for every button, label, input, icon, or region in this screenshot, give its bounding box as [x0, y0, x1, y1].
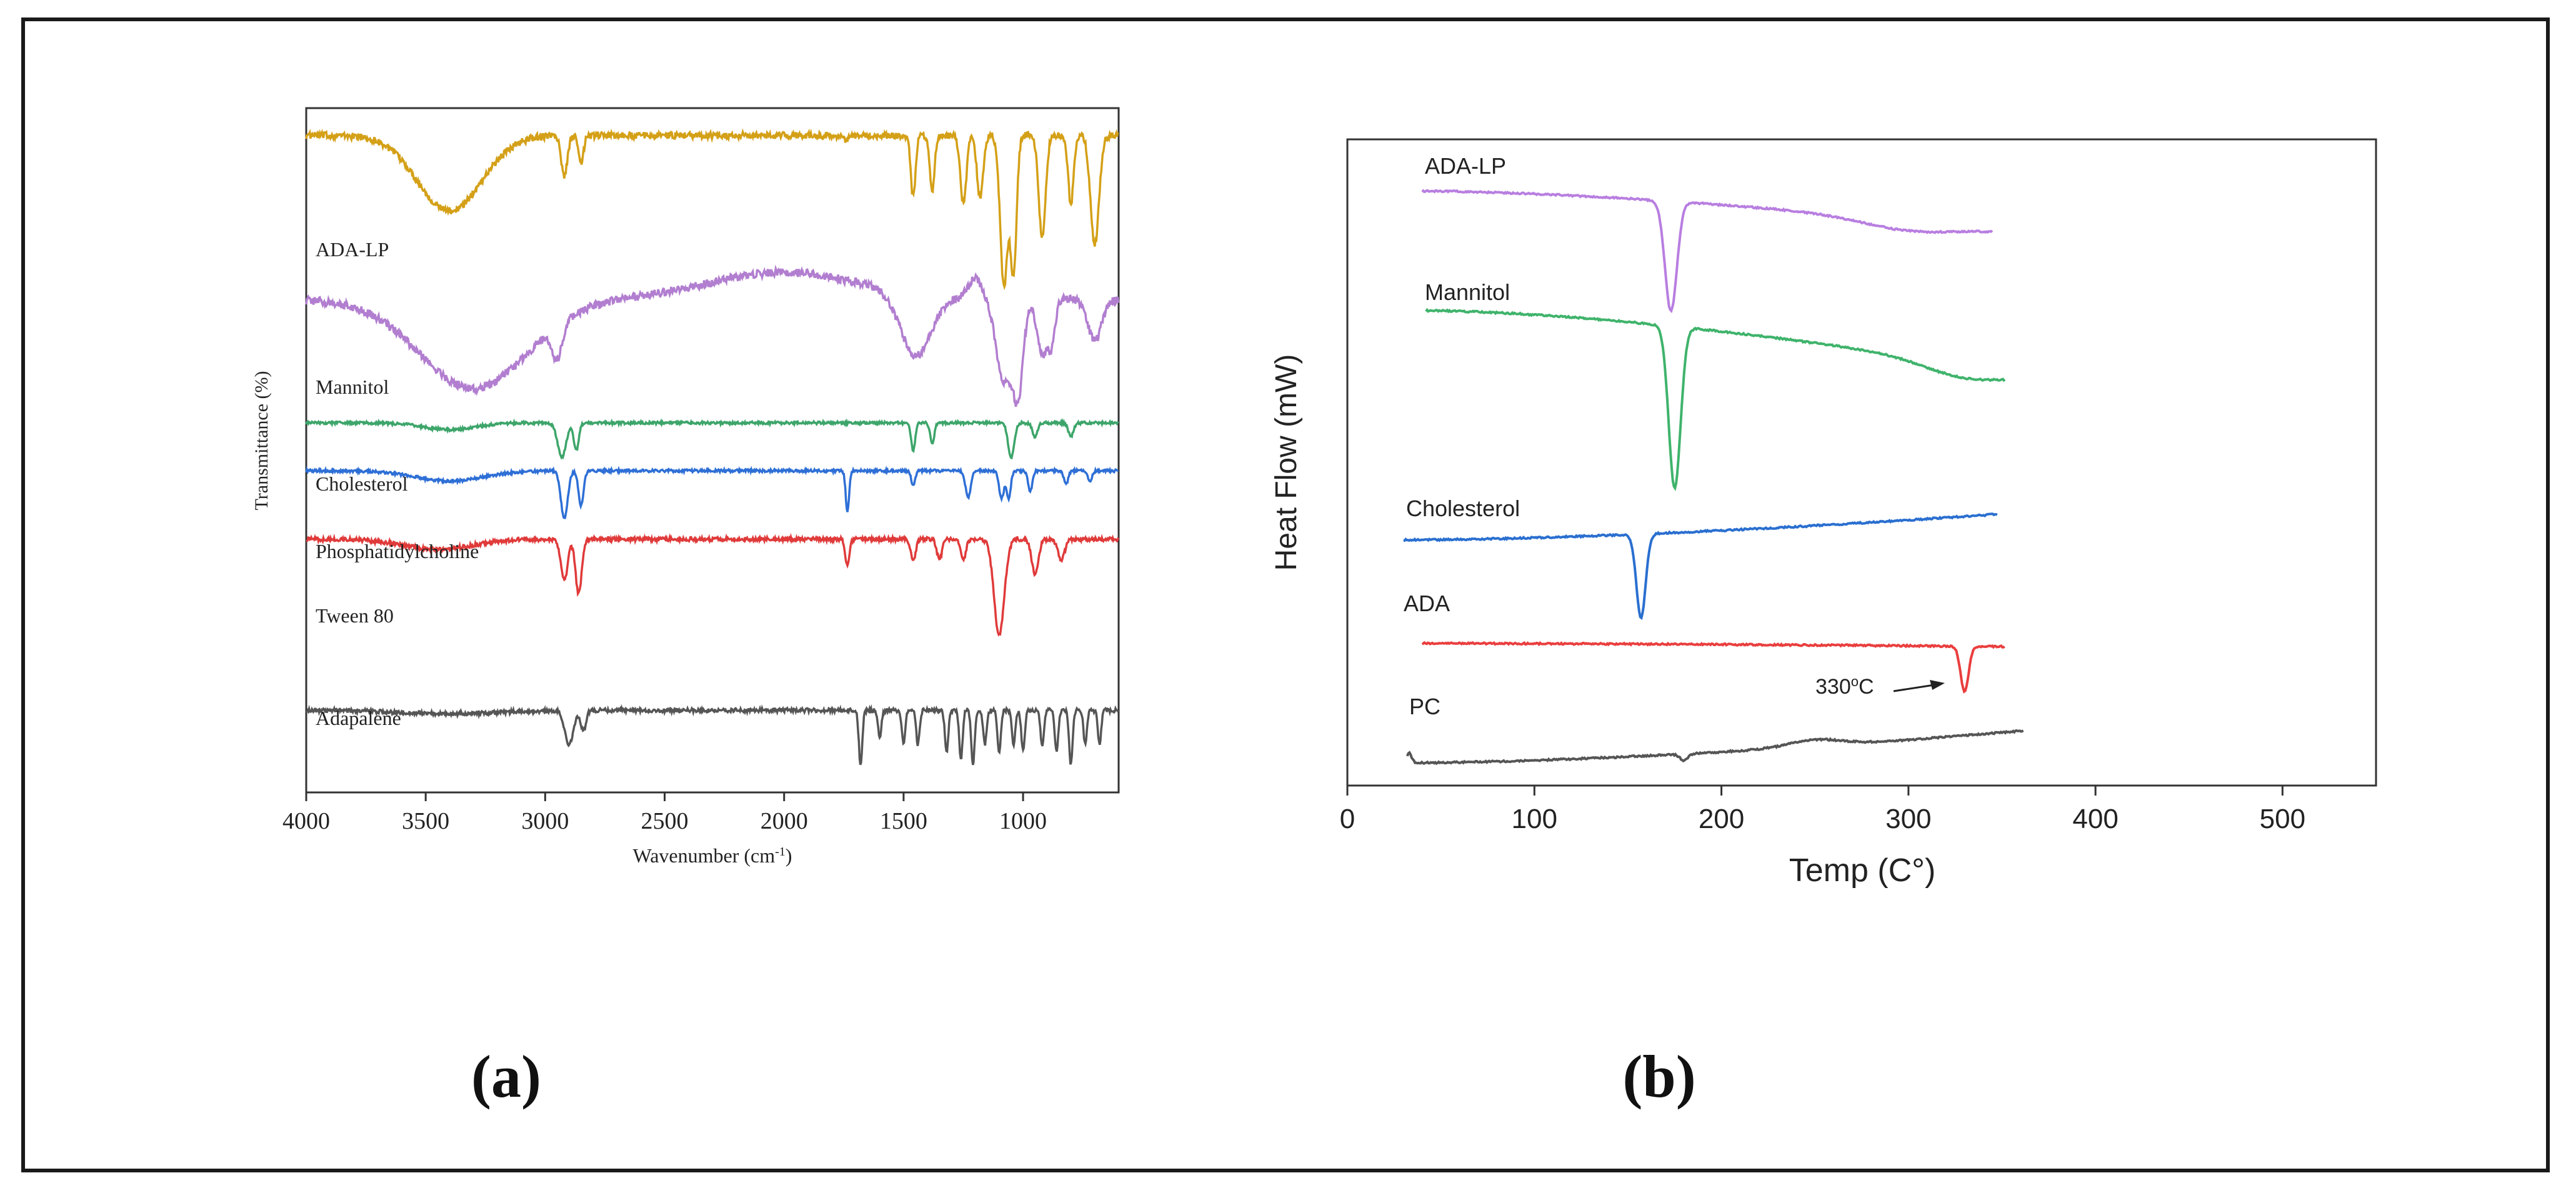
panel-label-b: (b) — [1622, 1043, 1695, 1110]
ftir-x-tick-label: 1500 — [880, 808, 927, 834]
ftir-series-tween-80 — [306, 532, 1120, 637]
ftir-x-axis-label: Wavenumber (cm-1) — [633, 844, 792, 867]
dsc-annotation-arrow — [1893, 684, 1935, 692]
ftir-label-mannitol: Mannitol — [316, 376, 389, 398]
dsc-series-mannitol — [1425, 307, 2006, 491]
ftir-plot-area — [305, 107, 1120, 794]
dsc-label-ada: ADA — [1404, 591, 1450, 616]
ftir-label-ada-lp: ADA-LP — [316, 238, 389, 261]
ftir-chart: 4000 3500 3000 2500 2000 1500 1000 ADA-LP Manni… — [251, 107, 1120, 867]
ftir-x-tick-label: 4000 — [282, 808, 330, 834]
ftir-label-cholesterol: Cholesterol — [316, 472, 408, 495]
ftir-x-tick-label: 2000 — [761, 808, 808, 834]
dsc-series-pc — [1405, 729, 2024, 766]
ftir-series-ada-lp — [305, 128, 1119, 291]
ftir-x-axis-label-superscript: -1 — [775, 845, 786, 859]
ftir-series-phosphatidylcholine — [305, 465, 1119, 519]
dsc-y-axis-label: Heat Flow (mW) — [1270, 354, 1303, 571]
dsc-series-labels: ADA-LP Mannitol Cholesterol ADA PC — [1404, 153, 1520, 719]
dsc-label-cholesterol: Cholesterol — [1406, 496, 1520, 521]
dsc-series-ada — [1421, 641, 2005, 694]
ftir-x-tick-label: 1000 — [999, 808, 1047, 834]
dsc-x-tick-label: 0 — [1340, 804, 1355, 834]
ftir-label-phosphatidylcholine: Phosphatidylcholine — [316, 540, 479, 562]
dsc-x-ticks: 0 100 200 300 400 500 — [1340, 786, 2305, 834]
dsc-label-pc: PC — [1409, 694, 1440, 719]
dsc-chart: 0 100 200 300 400 500 ADA-LP Mannitol Cholester… — [1270, 138, 2377, 889]
ftir-x-ticks: 4000 3500 3000 2500 2000 1500 1000 — [282, 792, 1047, 834]
dsc-plot-area — [1346, 138, 2377, 787]
ftir-y-axis-label: Transmittance (%) — [251, 371, 272, 510]
dsc-x-tick-label: 100 — [1512, 804, 1557, 834]
dsc-series-group — [1403, 189, 2024, 766]
ftir-label-adapalene: Adapalene — [316, 707, 401, 729]
ftir-x-tick-label: 2500 — [641, 808, 689, 834]
panel-label-a: (a) — [471, 1043, 541, 1110]
ftir-series-cholesterol — [305, 417, 1119, 460]
dsc-label-ada-lp: ADA-LP — [1425, 153, 1506, 179]
ftir-x-tick-label: 3500 — [402, 808, 449, 834]
dsc-label-mannitol: Mannitol — [1425, 279, 1510, 305]
dsc-annotation-text: 330oC — [1815, 674, 1874, 699]
ftir-series-group — [305, 128, 1120, 766]
dsc-x-tick-label: 200 — [1699, 804, 1744, 834]
ftir-series-adapalene — [305, 704, 1120, 766]
dsc-annotation-arrowhead — [1930, 680, 1945, 690]
ftir-x-tick-label: 3000 — [521, 808, 569, 834]
ftir-series-mannitol — [305, 264, 1120, 407]
dsc-x-tick-label: 500 — [2260, 804, 2305, 834]
dsc-x-tick-label: 300 — [1885, 804, 1931, 834]
dsc-series-ada-lp — [1421, 189, 1994, 314]
ftir-label-tween-80: Tween 80 — [316, 604, 394, 627]
ftir-series-labels: ADA-LP Mannitol Cholesterol Phosphatidylcho… — [316, 238, 479, 729]
dsc-x-tick-label: 400 — [2072, 804, 2118, 834]
dsc-peak-annotation: 330oC — [1815, 674, 1945, 699]
dsc-series-cholesterol — [1403, 512, 1998, 620]
dsc-x-axis-label: Temp (C°) — [1789, 852, 1936, 889]
